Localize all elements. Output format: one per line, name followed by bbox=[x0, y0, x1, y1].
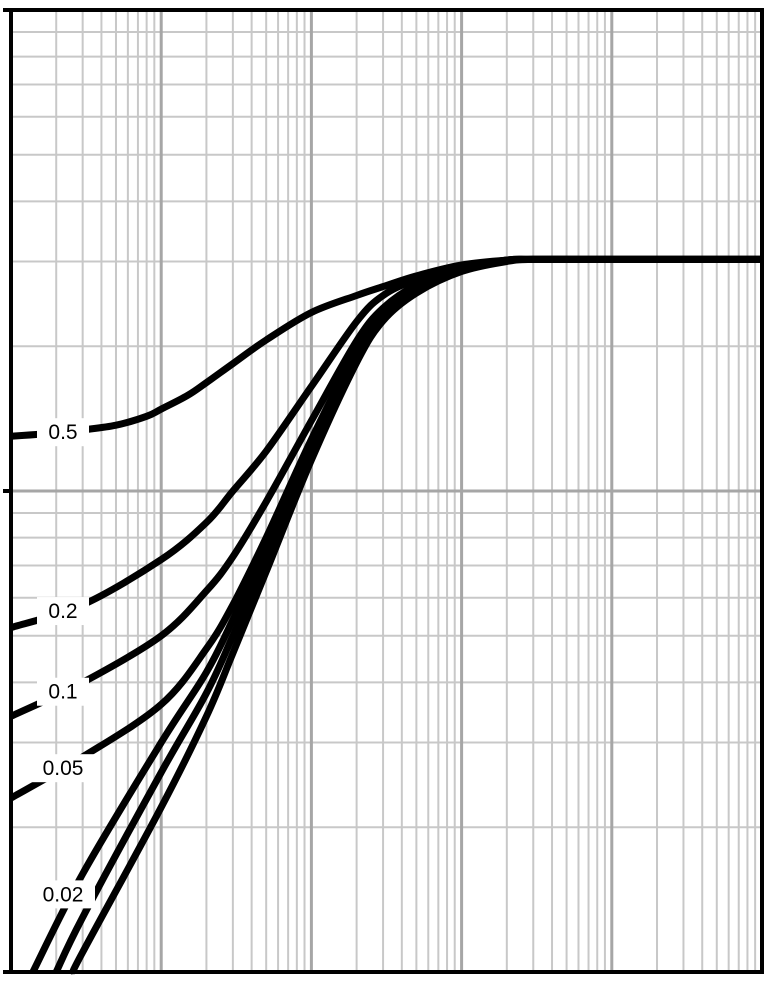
series-line-6 bbox=[69, 255, 762, 975]
curves bbox=[9, 255, 762, 975]
series-label-box bbox=[37, 677, 89, 706]
series-label: 0.5 bbox=[48, 421, 77, 444]
series-label: 0.1 bbox=[48, 681, 77, 704]
series-label-box bbox=[31, 880, 95, 909]
series-label: 0.02 bbox=[43, 883, 84, 906]
series-label-box bbox=[37, 418, 89, 447]
series-line-2 bbox=[9, 255, 762, 720]
grid bbox=[11, 10, 762, 972]
series-line-4 bbox=[29, 255, 762, 974]
series-label: 0.05 bbox=[43, 757, 84, 780]
series-label-box bbox=[31, 754, 95, 783]
series-label: 0.2 bbox=[48, 600, 77, 623]
plot-frame bbox=[3, 8, 764, 974]
series-labels: 0.5 0.2 0.1 0.05 0.02 bbox=[31, 418, 95, 909]
series-line-0 bbox=[10, 255, 762, 440]
series-line-3 bbox=[9, 255, 762, 802]
series-label-box bbox=[37, 597, 89, 626]
